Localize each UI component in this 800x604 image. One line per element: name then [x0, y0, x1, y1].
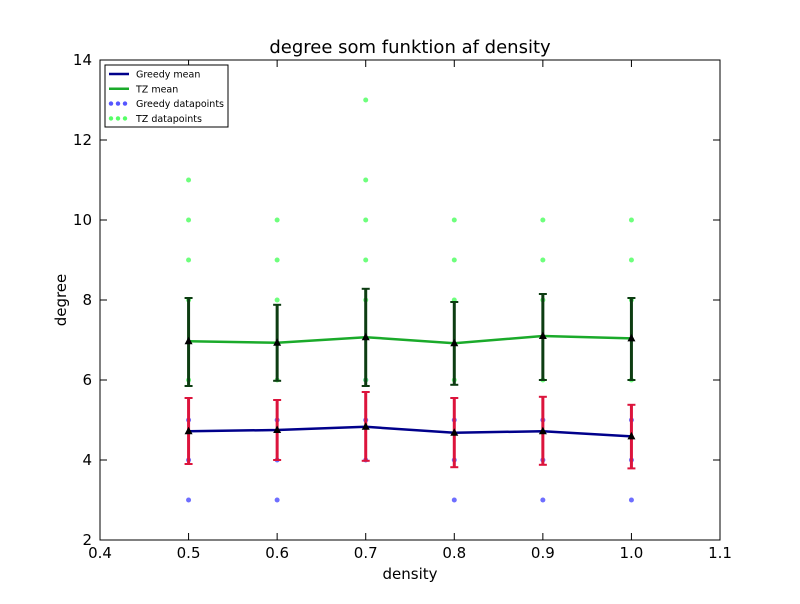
datapoint	[274, 257, 280, 263]
x-tick-label: 0.7	[354, 544, 378, 562]
mean-marker	[361, 422, 370, 430]
datapoint	[451, 497, 457, 503]
legend-label: TZ datapoints	[135, 114, 202, 125]
x-tick-label: 0.6	[265, 544, 289, 562]
x-tick-label: 0.4	[88, 544, 112, 562]
datapoint	[540, 497, 546, 503]
mean-marker	[361, 332, 370, 341]
datapoint	[274, 217, 280, 223]
datapoint	[628, 257, 634, 263]
mean-marker	[450, 338, 459, 347]
datapoint	[274, 497, 280, 503]
legend-point-swatch	[115, 101, 121, 106]
tick-layer	[99, 59, 721, 541]
y-axis-label: degree	[52, 274, 70, 327]
datapoint	[363, 177, 369, 183]
tick-label-layer: 0.4 0.5 0.6 0.7 0.8 0.9 1.0 1.1 2 4 6 8 10 12 14	[73, 51, 732, 562]
series-line	[188, 425, 632, 438]
legend-point-swatch	[115, 116, 121, 121]
y-tick-label: 6	[82, 371, 92, 389]
legend-point-swatch	[122, 116, 128, 121]
mean-marker	[627, 431, 636, 440]
y-tick-label: 4	[82, 451, 92, 469]
marker-layer	[184, 331, 636, 440]
x-tick-label: 0.5	[177, 544, 201, 562]
mean-line-layer	[188, 334, 632, 438]
legend-label: Greedy datapoints	[136, 99, 224, 110]
legend-items: Greedy mean TZ mean Greedy datapoints TZ da…	[108, 70, 224, 125]
datapoint	[628, 217, 634, 223]
mean-marker	[273, 425, 282, 433]
y-tick-label: 8	[82, 291, 92, 309]
mean-marker	[538, 331, 547, 339]
mean-marker	[627, 333, 636, 342]
series-line	[188, 334, 632, 345]
datapoint	[451, 217, 457, 223]
legend-label: Greedy mean	[136, 70, 200, 81]
datapoint	[628, 497, 634, 503]
mean-marker	[184, 336, 193, 345]
datapoint	[186, 217, 192, 223]
datapoint	[451, 257, 457, 263]
legend-point-swatch	[122, 101, 128, 106]
datapoint	[363, 97, 369, 103]
datapoint	[540, 257, 546, 263]
mean-marker	[273, 338, 282, 346]
datapoint	[274, 297, 280, 303]
legend: Greedy mean TZ mean Greedy datapoints TZ da…	[104, 64, 229, 128]
x-tick-label: 0.9	[531, 544, 555, 562]
legend-label: TZ mean	[135, 84, 178, 95]
x-tick-label: 1.1	[708, 544, 732, 562]
y-tick-label: 2	[82, 531, 92, 549]
x-tick-label: 0.8	[442, 544, 466, 562]
mean-marker	[538, 426, 547, 435]
datapoint	[186, 177, 192, 183]
datapoint	[540, 217, 546, 223]
datapoint	[186, 497, 192, 503]
datapoint	[363, 217, 369, 223]
mean-marker	[184, 426, 193, 435]
legend-point-swatch	[108, 101, 114, 106]
chart-title: degree som funktion af density	[269, 37, 551, 58]
y-tick-label: 10	[73, 211, 92, 229]
mean-marker	[450, 428, 459, 436]
y-tick-label: 14	[73, 51, 92, 69]
y-tick-label: 12	[73, 131, 92, 149]
datapoint	[363, 257, 369, 263]
datapoint	[186, 257, 192, 263]
x-axis-label: density	[383, 565, 438, 583]
plot-area	[100, 60, 720, 540]
x-tick-label: 1.0	[619, 544, 643, 562]
legend-point-swatch	[108, 116, 114, 121]
